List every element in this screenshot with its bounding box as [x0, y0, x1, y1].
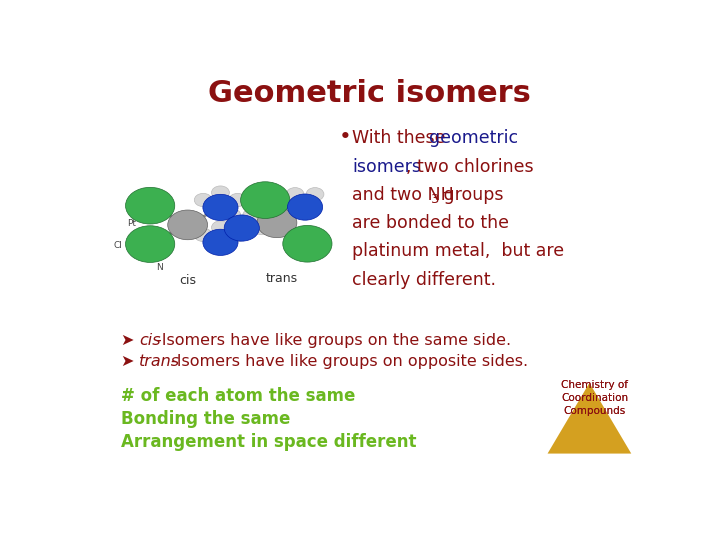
- Circle shape: [283, 225, 332, 262]
- Text: N: N: [156, 264, 163, 272]
- Circle shape: [229, 193, 247, 207]
- Circle shape: [168, 210, 207, 240]
- Text: isomers: isomers: [352, 158, 421, 176]
- Circle shape: [243, 208, 261, 222]
- Text: Arrangement in space different: Arrangement in space different: [121, 433, 416, 451]
- Text: groups: groups: [438, 186, 503, 204]
- Text: clearly different.: clearly different.: [352, 271, 496, 288]
- Text: # of each atom the same: # of each atom the same: [121, 387, 355, 405]
- Text: are bonded to the: are bonded to the: [352, 214, 509, 232]
- Circle shape: [276, 200, 294, 214]
- Text: ➤: ➤: [121, 354, 134, 369]
- Circle shape: [257, 208, 297, 238]
- Text: Bonding the same: Bonding the same: [121, 410, 290, 428]
- Circle shape: [125, 226, 175, 262]
- Text: and two NH: and two NH: [352, 186, 454, 204]
- Circle shape: [286, 187, 304, 201]
- Text: -Isomers have like groups on opposite sides.: -Isomers have like groups on opposite si…: [171, 354, 528, 369]
- Text: cis: cis: [139, 333, 161, 348]
- Circle shape: [229, 228, 247, 241]
- Circle shape: [223, 208, 240, 222]
- Text: cis: cis: [179, 274, 196, 287]
- Text: trans: trans: [266, 272, 297, 285]
- Text: Pt: Pt: [127, 219, 136, 228]
- Circle shape: [203, 230, 238, 255]
- Text: 3: 3: [431, 193, 440, 206]
- Polygon shape: [548, 383, 631, 454]
- Text: With these: With these: [352, 129, 451, 147]
- Circle shape: [125, 187, 175, 224]
- Circle shape: [194, 193, 212, 207]
- Text: , two chlorines: , two chlorines: [406, 158, 534, 176]
- Circle shape: [287, 194, 323, 220]
- Circle shape: [194, 228, 212, 241]
- Circle shape: [306, 187, 324, 201]
- Text: ➤: ➤: [121, 333, 134, 348]
- Circle shape: [224, 215, 259, 241]
- Circle shape: [212, 186, 230, 199]
- Text: Cl: Cl: [113, 241, 122, 251]
- Text: geometric: geometric: [429, 129, 518, 147]
- Text: •: •: [338, 127, 351, 147]
- Text: Chemistry of
Coordination
Compounds: Chemistry of Coordination Compounds: [562, 380, 629, 416]
- Circle shape: [203, 194, 238, 220]
- Text: trans: trans: [139, 354, 180, 369]
- Text: Geometric isomers: Geometric isomers: [207, 79, 531, 109]
- Text: platinum metal,  but are: platinum metal, but are: [352, 242, 564, 260]
- Circle shape: [240, 182, 290, 219]
- Text: H: H: [134, 199, 141, 208]
- Circle shape: [212, 221, 230, 234]
- Circle shape: [253, 221, 271, 235]
- Text: Chemistry of
Coordination
Compounds: Chemistry of Coordination Compounds: [562, 380, 629, 416]
- Text: -Isomers have like groups on the same side.: -Isomers have like groups on the same si…: [156, 333, 511, 348]
